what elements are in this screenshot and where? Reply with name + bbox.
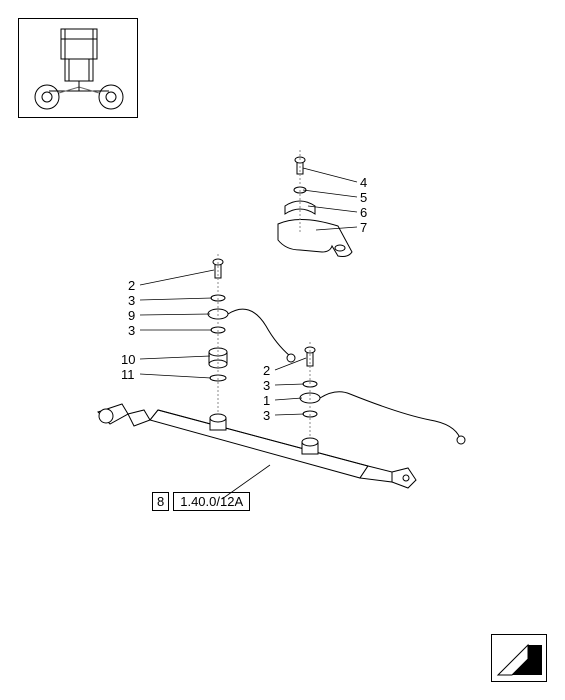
callout-left-3a: 3 [128, 293, 135, 308]
assembly-ref-code: 1.40.0/12A [173, 492, 250, 511]
callout-5: 5 [360, 190, 367, 205]
diagram-canvas: 4 5 6 7 2 3 9 3 10 11 2 3 1 3 81.40.0/12… [0, 0, 565, 700]
assembly-ref-tag: 81.40.0/12A [152, 492, 250, 511]
callout-left-10: 10 [121, 352, 135, 367]
page-corner-frame [491, 634, 547, 682]
callout-7: 7 [360, 220, 367, 235]
steering-cylinder [98, 404, 416, 488]
callout-left-2: 2 [128, 278, 135, 293]
callout-left-11: 11 [121, 367, 135, 382]
callout-6: 6 [360, 205, 367, 220]
callout-left-9: 9 [128, 308, 135, 323]
callout-mid-3a: 3 [263, 378, 270, 393]
callout-4: 4 [360, 175, 367, 190]
callout-mid-2: 2 [263, 363, 270, 378]
callout-left-3b: 3 [128, 323, 135, 338]
page-turn-icon [492, 635, 548, 683]
callout-mid-1: 1 [263, 393, 270, 408]
exploded-view-svg [0, 0, 565, 700]
assembly-ref-num: 8 [152, 492, 169, 511]
banjo-pipe-right [300, 392, 465, 444]
callout-mid-3b: 3 [263, 408, 270, 423]
